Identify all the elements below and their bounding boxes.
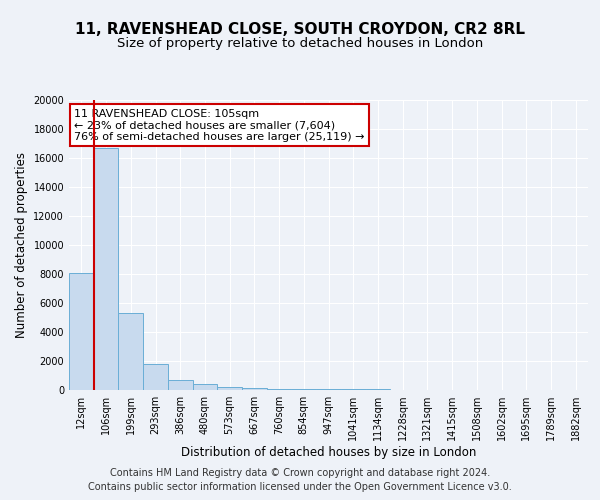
Bar xyxy=(69,272,94,390)
Y-axis label: Number of detached properties: Number of detached properties xyxy=(15,152,28,338)
Bar xyxy=(217,386,242,390)
Bar xyxy=(267,388,292,390)
Bar xyxy=(292,389,316,390)
X-axis label: Distribution of detached houses by size in London: Distribution of detached houses by size … xyxy=(181,446,476,459)
Text: Size of property relative to detached houses in London: Size of property relative to detached ho… xyxy=(117,38,483,51)
Bar xyxy=(316,389,341,390)
Bar xyxy=(118,313,143,390)
Text: 11 RAVENSHEAD CLOSE: 105sqm
← 23% of detached houses are smaller (7,604)
76% of : 11 RAVENSHEAD CLOSE: 105sqm ← 23% of det… xyxy=(74,108,365,142)
Text: Contains public sector information licensed under the Open Government Licence v3: Contains public sector information licen… xyxy=(88,482,512,492)
Text: Contains HM Land Registry data © Crown copyright and database right 2024.: Contains HM Land Registry data © Crown c… xyxy=(110,468,490,477)
Bar xyxy=(193,384,217,390)
Bar xyxy=(143,364,168,390)
Bar xyxy=(168,380,193,390)
Bar xyxy=(94,148,118,390)
Bar xyxy=(242,388,267,390)
Text: 11, RAVENSHEAD CLOSE, SOUTH CROYDON, CR2 8RL: 11, RAVENSHEAD CLOSE, SOUTH CROYDON, CR2… xyxy=(75,22,525,38)
